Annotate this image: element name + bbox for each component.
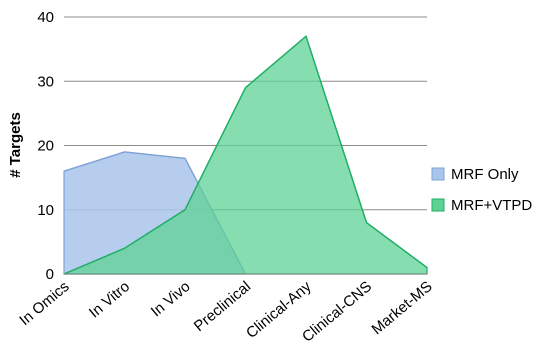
legend-swatch xyxy=(431,198,445,212)
legend-label: MRF+VTPD xyxy=(451,197,532,214)
y-tick-label: 30 xyxy=(37,73,54,90)
x-tick-label: In Omics xyxy=(16,278,72,329)
series-areas xyxy=(63,35,428,275)
series-line-2 xyxy=(63,35,428,275)
x-tick-label: In Vitro xyxy=(86,278,133,321)
y-tick-label: 40 xyxy=(37,9,54,26)
y-tick-label: 20 xyxy=(37,138,54,155)
y-axis-label: # Targets xyxy=(7,112,24,178)
y-axis-ticks: 0 10 20 30 40 xyxy=(37,9,54,283)
x-axis-ticks: In Omics In Vitro In VivoPreclinicalClinic… xyxy=(16,278,435,346)
x-tick-label: Market-MS xyxy=(368,278,435,338)
y-tick-label: 10 xyxy=(37,202,54,219)
legend-label: MRF Only xyxy=(451,166,519,183)
y-tick-label: 0 xyxy=(46,266,54,283)
x-tick-label: In Vivo xyxy=(148,278,194,320)
legend-swatch xyxy=(431,167,445,181)
legend: MRF Only MRF+VTPD xyxy=(431,166,532,214)
